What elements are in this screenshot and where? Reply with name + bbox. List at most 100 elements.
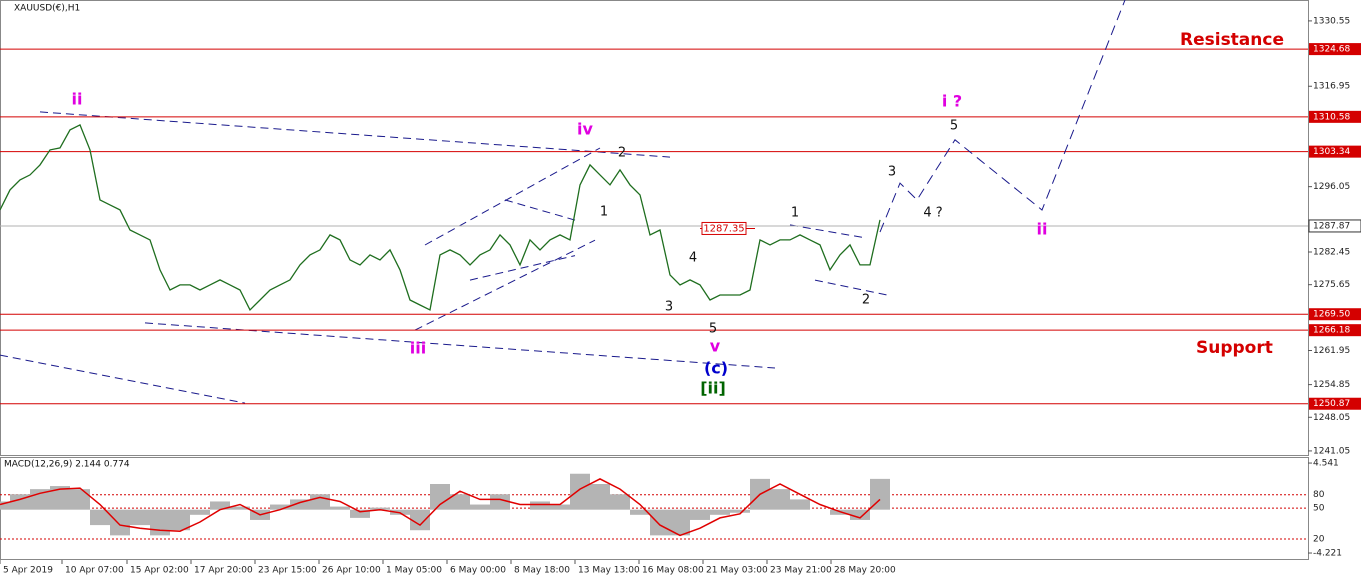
wave-label: 3 xyxy=(665,300,673,315)
price-marker-box xyxy=(701,221,747,235)
macd-bar xyxy=(110,509,130,536)
x-tick-label: 28 May 20:00 xyxy=(834,566,896,576)
level-label: 1266.18 xyxy=(1313,326,1350,336)
x-tick-label: 6 May 00:00 xyxy=(450,566,506,576)
macd-bar xyxy=(90,509,110,526)
macd-bar xyxy=(870,478,890,510)
y-tick-label: 1275.65 xyxy=(1313,280,1350,290)
y-tick-label: 1282.45 xyxy=(1313,248,1350,258)
macd-title: MACD(12,26,9) 2.144 0.774 xyxy=(4,460,130,470)
level-label-box xyxy=(1309,110,1361,123)
y-tick-label: 1254.85 xyxy=(1313,380,1350,390)
wave-label: 4 xyxy=(689,250,697,265)
macd-bar xyxy=(490,494,510,510)
x-tick-label: 23 May 21:00 xyxy=(770,566,832,576)
wave-label: ii xyxy=(1037,219,1048,238)
macd-bar xyxy=(330,506,350,510)
macd-bar xyxy=(450,494,470,510)
x-tick-label: 17 Apr 20:00 xyxy=(194,566,253,576)
wave-label: ii xyxy=(72,89,83,108)
wave-label: 2 xyxy=(618,145,626,160)
macd-bar xyxy=(50,486,70,510)
x-tick-label: 8 May 18:00 xyxy=(514,566,570,576)
price-line xyxy=(0,124,881,311)
wave-label: Resistance xyxy=(1180,30,1284,50)
y-tick-label: 1330.55 xyxy=(1313,16,1350,26)
macd-bar xyxy=(570,473,590,510)
macd-bar xyxy=(650,509,670,536)
macd-bar xyxy=(350,509,370,518)
level-label: 50 xyxy=(1313,504,1325,514)
macd-bar xyxy=(670,509,690,536)
wave-label: Support xyxy=(1196,338,1273,358)
macd-bar xyxy=(130,509,150,526)
x-tick-label: 13 May 13:00 xyxy=(578,566,640,576)
macd-bar xyxy=(790,499,810,510)
wave-label: 3 xyxy=(888,164,896,179)
level-label: 1310.58 xyxy=(1313,112,1350,122)
wave-label: 4 ? xyxy=(923,205,942,220)
level-label-box xyxy=(1309,43,1361,56)
projection-line xyxy=(879,0,1126,233)
level-label: 1303.34 xyxy=(1313,147,1350,157)
wave-label: (c) xyxy=(704,358,728,377)
trend-line xyxy=(39,111,671,158)
macd-bar xyxy=(210,501,230,510)
macd-bar xyxy=(610,494,630,510)
wave-label: 2 xyxy=(862,292,870,307)
y-tick-label: 1296.05 xyxy=(1313,182,1350,192)
level-label: 1324.68 xyxy=(1313,45,1350,55)
level-label: 80 xyxy=(1313,490,1325,500)
wave-label: 1 xyxy=(791,205,799,220)
wave-label: 5 xyxy=(709,322,717,337)
macd-bar xyxy=(290,499,310,510)
current-price-box xyxy=(1308,219,1361,233)
y-tick-label: 1261.95 xyxy=(1313,346,1350,356)
trend-line xyxy=(469,255,576,281)
y-tick-label: 4.541 xyxy=(1313,459,1339,469)
level-label-box xyxy=(1309,324,1361,337)
macd-bar xyxy=(150,509,170,536)
wave-label: 1 xyxy=(600,204,608,219)
macd-bar xyxy=(710,509,730,515)
macd-bar xyxy=(730,509,750,513)
macd-bar xyxy=(590,484,610,510)
macd-bar xyxy=(270,504,290,510)
current-price-label: 1287.87 xyxy=(1313,221,1350,231)
y-tick-label: 1241.05 xyxy=(1313,446,1350,456)
level-label-box xyxy=(1309,308,1361,321)
wave-label: 5 xyxy=(950,118,958,133)
wave-label: iv xyxy=(577,119,593,138)
macd-bar xyxy=(470,504,490,510)
macd-bar xyxy=(310,494,330,510)
price-marker-label: 1287.35 xyxy=(703,223,744,234)
macd-bar xyxy=(630,509,650,515)
wave-label: iii xyxy=(410,338,426,357)
x-tick-label: 21 May 03:00 xyxy=(706,566,768,576)
level-label: 1250.87 xyxy=(1313,399,1350,409)
y-tick-label: 1316.95 xyxy=(1313,82,1350,92)
macd-bar xyxy=(170,509,190,531)
trend-line xyxy=(414,239,596,331)
x-tick-label: 10 Apr 07:00 xyxy=(65,566,124,576)
macd-bar xyxy=(690,509,710,520)
y-tick-label: 1248.05 xyxy=(1313,413,1350,423)
x-tick-label: 26 Apr 10:00 xyxy=(322,566,381,576)
x-tick-label: 15 Apr 02:00 xyxy=(130,566,189,576)
x-tick-label: 23 Apr 15:00 xyxy=(258,566,317,576)
trend-line xyxy=(0,354,246,404)
macd-bar xyxy=(370,507,390,510)
macd-bar xyxy=(770,489,790,510)
macd-bar xyxy=(230,506,250,510)
macd-bar xyxy=(410,509,430,531)
level-label-box xyxy=(1309,145,1361,158)
trend-line xyxy=(424,147,601,246)
level-label: 20 xyxy=(1313,535,1325,545)
x-tick-label: 16 May 08:00 xyxy=(642,566,704,576)
wave-label: i ? xyxy=(942,91,962,110)
macd-bar xyxy=(850,509,870,520)
macd-bar xyxy=(430,484,450,510)
